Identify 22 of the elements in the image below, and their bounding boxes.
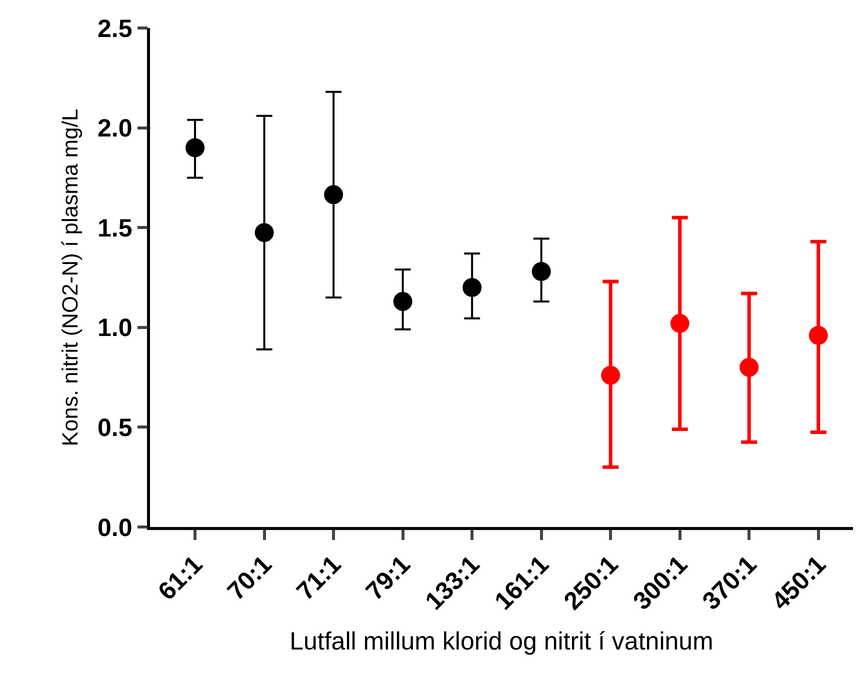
y-tick-label: 0.0 [97,514,132,542]
point [601,366,620,385]
x-tick-label: 79:1 [360,550,416,606]
point [670,314,690,333]
point [808,326,828,345]
x-tick-label: 70:1 [222,550,278,606]
point [186,138,205,158]
y-tick-label: 1.0 [97,314,132,342]
y-axis-title: Kons. nitrit (NO2-N) í plasma mg/L [57,108,82,446]
y-tick-label: 2.5 [97,14,132,43]
point [254,223,274,242]
point [532,262,551,281]
point [740,358,759,377]
x-tick-label: 71:1 [291,550,347,606]
y-tick-label: 2.0 [97,114,132,143]
x-tick-label: 61:1 [152,550,208,606]
x-axis-title: Lutfall millum klorid og nitrit í vatninum [290,628,714,656]
point [462,278,482,297]
y-tick-label: 1.5 [97,214,132,242]
point [393,292,412,311]
point [324,185,344,204]
y-tick-label: 0.5 [97,414,132,442]
